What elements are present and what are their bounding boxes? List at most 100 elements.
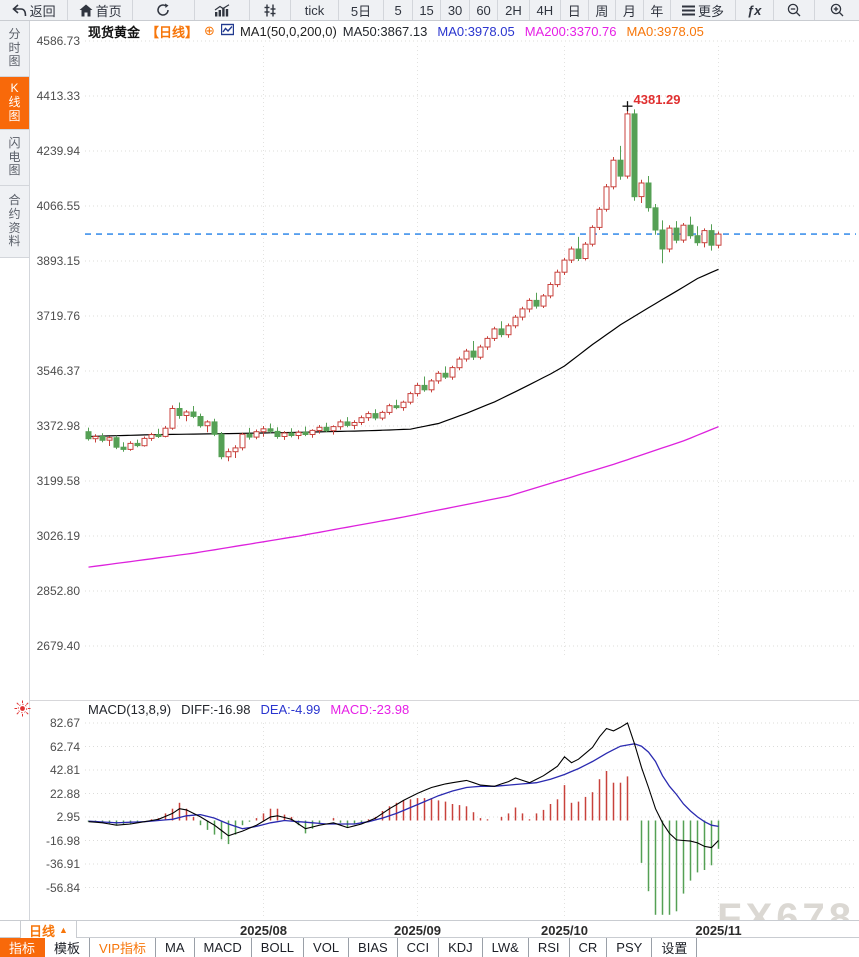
bar-chart-icon bbox=[214, 3, 230, 17]
toolbar-label-year: 年 bbox=[650, 3, 664, 19]
toolbar-button-kline-style[interactable] bbox=[250, 0, 292, 20]
indicator-tab-VOL[interactable]: VOL bbox=[304, 938, 350, 957]
price-axis-tick: 3719.76 bbox=[36, 309, 80, 323]
panel-divider bbox=[0, 700, 859, 701]
toolbar-button-day[interactable]: 日 bbox=[561, 0, 589, 20]
indicator-tab-MA[interactable]: MA bbox=[156, 938, 195, 957]
zoom-in-icon bbox=[830, 3, 844, 17]
indicator-tab-KDJ[interactable]: KDJ bbox=[439, 938, 483, 957]
macd-macd-value: MACD:-23.98 bbox=[330, 702, 410, 717]
toolbar-label-tick: tick bbox=[304, 2, 325, 18]
kline-icon bbox=[263, 4, 277, 17]
toolbar-button-year[interactable]: 年 bbox=[644, 0, 672, 20]
macd-axis-tick: 2.95 bbox=[56, 810, 80, 824]
toolbar-label-week: 周 bbox=[595, 3, 609, 19]
toolbar-button-zoom-in[interactable] bbox=[815, 0, 859, 20]
x-axis-month-label: 2025/09 bbox=[394, 923, 441, 938]
sidebar-tab-lightning[interactable]: 闪 电 图 bbox=[0, 130, 29, 186]
toolbar-button-zoom-out[interactable] bbox=[774, 0, 816, 20]
macd-axis-tick: 42.81 bbox=[49, 763, 80, 777]
refresh-icon bbox=[156, 3, 170, 17]
toolbar-label-month: 月 bbox=[622, 3, 636, 19]
toolbar-button-h2[interactable]: 2H bbox=[498, 0, 530, 20]
x-axis-month-label: 2025/10 bbox=[541, 923, 588, 938]
peak-price-annotation: 4381.29 bbox=[633, 92, 681, 108]
indicator-settings-icon[interactable] bbox=[14, 700, 31, 722]
toolbar-label-m60: 60 bbox=[476, 2, 491, 18]
toolbar-button-bar-chart[interactable] bbox=[195, 0, 250, 20]
price-axis-tick: 4239.94 bbox=[36, 144, 80, 158]
toolbar-button-home[interactable]: 首页 bbox=[68, 0, 133, 20]
toolbar-label-day: 日 bbox=[567, 3, 581, 19]
toolbar-label-home: 首页 bbox=[95, 3, 122, 19]
toolbar-button-back[interactable]: 返回 bbox=[0, 0, 69, 20]
period-label: 【日线】 bbox=[146, 24, 199, 40]
macd-axis-tick: 62.74 bbox=[49, 739, 80, 754]
expand-icon[interactable]: ⊕ bbox=[204, 23, 215, 38]
ma-values: MA50:3867.13 MA0:3978.05 MA200:3370.76 MA0:… bbox=[343, 24, 704, 39]
price-axis-tick: 3199.58 bbox=[36, 474, 80, 488]
toolbar-button-more[interactable]: 更多 bbox=[671, 0, 736, 20]
toolbar-button-m60[interactable]: 60 bbox=[470, 0, 499, 20]
price-axis-tick: 3546.37 bbox=[36, 364, 80, 378]
price-axis-tick: 3893.15 bbox=[36, 254, 80, 268]
top-toolbar: 返回 首页 tick 5日 5 15 30 60 2H 4H 日周月年 更多 ƒx bbox=[0, 0, 859, 21]
ma-value-0: MA50:3867.13 bbox=[342, 23, 428, 39]
macd-axis-tick: -16.98 bbox=[45, 833, 80, 848]
macd-axis-tick: 22.88 bbox=[49, 786, 80, 801]
chart-badge-icon bbox=[220, 23, 235, 39]
indicator-tab-BIAS[interactable]: BIAS bbox=[349, 938, 398, 957]
price-axis-tick: 2852.80 bbox=[36, 584, 80, 598]
indicator-tab-MACD[interactable]: MACD bbox=[195, 938, 252, 957]
toolbar-label-h2: 2H bbox=[505, 2, 522, 18]
toolbar-button-m5[interactable]: 5 bbox=[384, 0, 413, 20]
period-selector-button[interactable]: 日线 ▲ bbox=[20, 920, 77, 940]
sidebar-tab-kline[interactable]: K 线 图 bbox=[0, 77, 29, 130]
sidebar-tab-contract-info[interactable]: 合 约 资 料 bbox=[0, 186, 29, 258]
indicator-tab-指标[interactable]: 指标 bbox=[0, 938, 46, 957]
indicator-tab-BOLL[interactable]: BOLL bbox=[252, 938, 305, 957]
indicator-tab-模板[interactable]: 模板 bbox=[45, 938, 91, 957]
macd-diff-value: DIFF:-16.98 bbox=[181, 702, 251, 717]
x-axis-month-label: 2025/08 bbox=[240, 923, 287, 938]
ma-value-3: MA0:3978.05 bbox=[626, 23, 704, 39]
toolbar-label-h4: 4H bbox=[536, 2, 554, 18]
toolbar-label-fx: ƒx bbox=[746, 2, 762, 18]
macd-chart-plot[interactable] bbox=[85, 720, 859, 920]
toolbar-button-fx[interactable]: ƒx bbox=[736, 0, 774, 20]
toolbar-button-5day[interactable]: 5日 bbox=[339, 0, 385, 20]
indicator-tab-PSY[interactable]: PSY bbox=[607, 938, 653, 957]
indicator-tab-LW&[interactable]: LW& bbox=[483, 938, 529, 957]
x-axis-month-label: 2025/11 bbox=[695, 923, 742, 938]
ma-config: MA1(50,0,200,0) bbox=[239, 23, 337, 39]
ma-value-1: MA0:3978.05 bbox=[437, 23, 515, 39]
toolbar-button-month[interactable]: 月 bbox=[616, 0, 644, 20]
toolbar-button-refresh[interactable] bbox=[133, 0, 195, 20]
toolbar-button-h4[interactable]: 4H bbox=[530, 0, 561, 20]
toolbar-button-m30[interactable]: 30 bbox=[441, 0, 470, 20]
toolbar-label-5day: 5日 bbox=[350, 3, 372, 19]
price-axis-tick: 2679.40 bbox=[36, 639, 80, 653]
price-chart-plot[interactable] bbox=[85, 40, 859, 660]
toolbar-button-week[interactable]: 周 bbox=[589, 0, 617, 20]
indicator-tab-RSI[interactable]: RSI bbox=[529, 938, 570, 957]
home-icon bbox=[79, 4, 93, 17]
indicator-tab-CCI[interactable]: CCI bbox=[398, 938, 440, 957]
price-axis-tick: 3026.19 bbox=[36, 529, 80, 543]
macd-axis-tick: 82.67 bbox=[49, 716, 80, 730]
indicator-tab-设置[interactable]: 设置 bbox=[652, 938, 698, 957]
indicator-tabbar: 指标 模板 VIP指标 MA MACD BOLL VOL BIAS CCI KDJ LW& RSI CR… bbox=[0, 938, 859, 957]
ma-value-2: MA200:3370.76 bbox=[524, 23, 617, 39]
indicator-tab-CR[interactable]: CR bbox=[570, 938, 608, 957]
menu-icon bbox=[681, 5, 695, 16]
toolbar-button-m15[interactable]: 15 bbox=[413, 0, 442, 20]
sidebar-tab-timeshare[interactable]: 分 时 图 bbox=[0, 21, 29, 77]
price-axis-tick: 4413.33 bbox=[36, 89, 80, 103]
price-axis-tick: 4586.73 bbox=[36, 34, 80, 48]
symbol-name: 现货黄金 bbox=[88, 24, 141, 40]
indicator-tab-VIP指标[interactable]: VIP指标 bbox=[90, 938, 156, 957]
toolbar-button-tick[interactable]: tick bbox=[291, 0, 339, 20]
